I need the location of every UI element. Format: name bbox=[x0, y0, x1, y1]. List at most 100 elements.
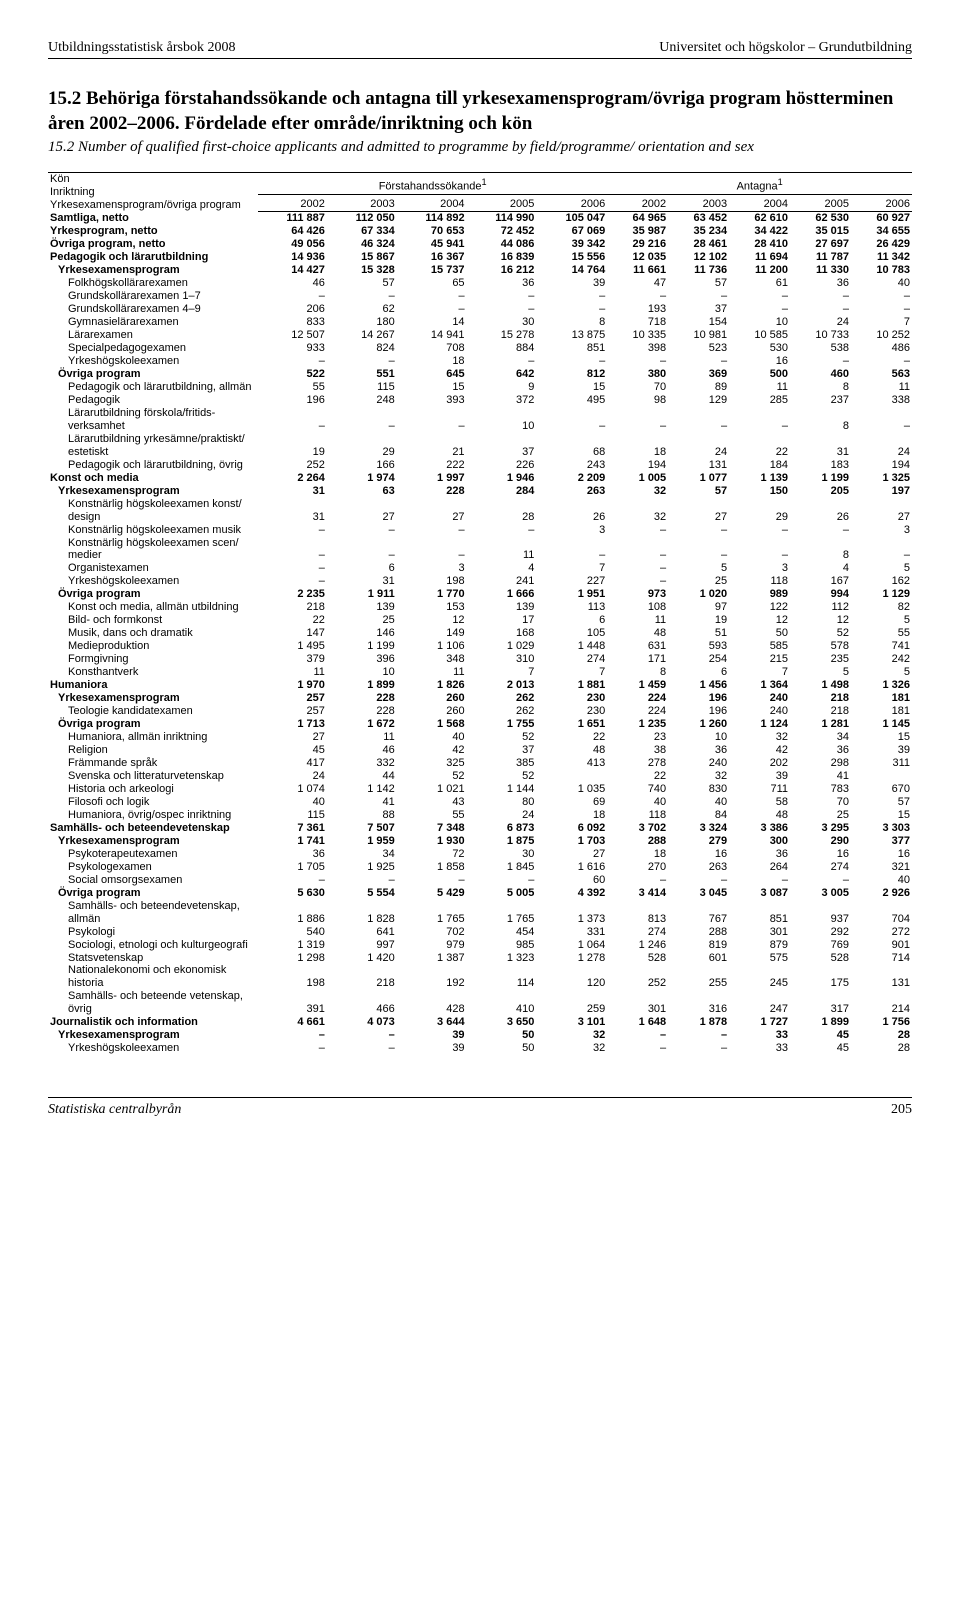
header-year: 2004 bbox=[397, 194, 467, 211]
cell: 11 bbox=[467, 549, 537, 562]
row-label: Svenska och litteraturvetenskap bbox=[48, 770, 258, 783]
cell: 32 bbox=[536, 1029, 607, 1042]
cell: 851 bbox=[536, 342, 607, 355]
cell: 10 252 bbox=[851, 329, 912, 342]
cell: 274 bbox=[790, 861, 851, 874]
cell: 28 bbox=[851, 1029, 912, 1042]
row-label: Konst och media, allmän utbildning bbox=[48, 601, 258, 614]
row-label: Yrkeshögskoleexamen bbox=[48, 575, 258, 588]
cell: 25 bbox=[668, 575, 729, 588]
table-row: Formgivning37939634831027417125421523524… bbox=[48, 653, 912, 666]
cell: – bbox=[327, 1042, 397, 1055]
cell: 27 bbox=[668, 511, 729, 524]
cell: 230 bbox=[536, 705, 607, 718]
cell: 39 bbox=[397, 1042, 467, 1055]
cell: 301 bbox=[729, 926, 790, 939]
cell: 18 bbox=[607, 848, 668, 861]
cell: 6 092 bbox=[536, 822, 607, 835]
cell: 10 bbox=[729, 316, 790, 329]
header-group-applicants: Förstahandssökande1 bbox=[258, 172, 607, 194]
cell: 2 264 bbox=[258, 472, 327, 485]
cell: 192 bbox=[397, 977, 467, 990]
cell: 167 bbox=[790, 575, 851, 588]
cell: 1 858 bbox=[397, 861, 467, 874]
cell: – bbox=[397, 420, 467, 433]
running-head-left: Utbildningsstatistisk årsbok 2008 bbox=[48, 40, 235, 56]
cell: 288 bbox=[668, 926, 729, 939]
cell: – bbox=[327, 290, 397, 303]
cell: 45 bbox=[790, 1042, 851, 1055]
row-label: Humaniora, övrig/ospec inriktning bbox=[48, 809, 258, 822]
cell: 12 507 bbox=[258, 329, 327, 342]
cell: 1 997 bbox=[397, 472, 467, 485]
cell: 29 216 bbox=[607, 238, 668, 251]
cell: 146 bbox=[327, 627, 397, 640]
cell: 379 bbox=[258, 653, 327, 666]
cell: 252 bbox=[258, 459, 327, 472]
cell: 39 342 bbox=[536, 238, 607, 251]
cell: 819 bbox=[668, 939, 729, 952]
cell: 377 bbox=[851, 835, 912, 848]
cell: – bbox=[607, 524, 668, 537]
table-row: Samtliga, netto111 887112 050114 892114 … bbox=[48, 212, 912, 225]
cell: 228 bbox=[397, 485, 467, 498]
cell: 218 bbox=[790, 705, 851, 718]
cell: 111 887 bbox=[258, 212, 327, 225]
table-row: Yrkeshögskoleexamen–31198241227–25118167… bbox=[48, 575, 912, 588]
cell: 702 bbox=[397, 926, 467, 939]
cell: 523 bbox=[668, 342, 729, 355]
cell: 11 bbox=[851, 381, 912, 394]
cell: 1 705 bbox=[258, 861, 327, 874]
cell: 7 bbox=[536, 562, 607, 575]
cell: – bbox=[258, 1042, 327, 1055]
cell: – bbox=[668, 420, 729, 433]
cell: 3 650 bbox=[467, 1016, 537, 1029]
cell: 3 005 bbox=[790, 887, 851, 900]
cell: 2 926 bbox=[851, 887, 912, 900]
cell: 2 209 bbox=[536, 472, 607, 485]
cell: 10 733 bbox=[790, 329, 851, 342]
footer-publisher: Statistiska centralbyrån bbox=[48, 1102, 181, 1118]
cell: 279 bbox=[668, 835, 729, 848]
cell: 332 bbox=[327, 757, 397, 770]
cell: 17 bbox=[467, 614, 537, 627]
cell: 84 bbox=[668, 809, 729, 822]
table-row: Yrkeshögskoleexamen––395032––334528 bbox=[48, 1042, 912, 1055]
cell: – bbox=[668, 290, 729, 303]
table-row: övrig391466428410259301316247317214 bbox=[48, 1003, 912, 1016]
cell: 270 bbox=[607, 861, 668, 874]
cell: – bbox=[668, 1042, 729, 1055]
cell: 196 bbox=[258, 394, 327, 407]
cell: – bbox=[327, 420, 397, 433]
cell: 1 911 bbox=[327, 588, 397, 601]
cell: 1 235 bbox=[607, 718, 668, 731]
cell: 994 bbox=[790, 588, 851, 601]
cell: 46 bbox=[327, 744, 397, 757]
cell: 3 414 bbox=[607, 887, 668, 900]
cell: 5 bbox=[851, 562, 912, 575]
cell: 380 bbox=[607, 368, 668, 381]
cell: 131 bbox=[668, 459, 729, 472]
row-label: Yrkesprogram, netto bbox=[48, 225, 258, 238]
cell: 8 bbox=[790, 420, 851, 433]
cell: 15 bbox=[536, 381, 607, 394]
cell: 262 bbox=[467, 705, 537, 718]
row-label: Nationalekonomi och ekonomisk bbox=[48, 964, 258, 977]
cell: 39 bbox=[851, 744, 912, 757]
row-label: Specialpedagogexamen bbox=[48, 342, 258, 355]
cell: 16 212 bbox=[467, 264, 537, 277]
cell: 147 bbox=[258, 627, 327, 640]
cell: 300 bbox=[729, 835, 790, 848]
cell: 98 bbox=[607, 394, 668, 407]
cell: 62 530 bbox=[790, 212, 851, 225]
cell: 292 bbox=[790, 926, 851, 939]
cell: 15 867 bbox=[327, 251, 397, 264]
cell: 5 005 bbox=[467, 887, 537, 900]
cell: 12 bbox=[790, 614, 851, 627]
cell: 154 bbox=[668, 316, 729, 329]
cell: 70 653 bbox=[397, 225, 467, 238]
cell: 298 bbox=[790, 757, 851, 770]
cell: 35 987 bbox=[607, 225, 668, 238]
cell: – bbox=[327, 524, 397, 537]
cell: 4 661 bbox=[258, 1016, 327, 1029]
